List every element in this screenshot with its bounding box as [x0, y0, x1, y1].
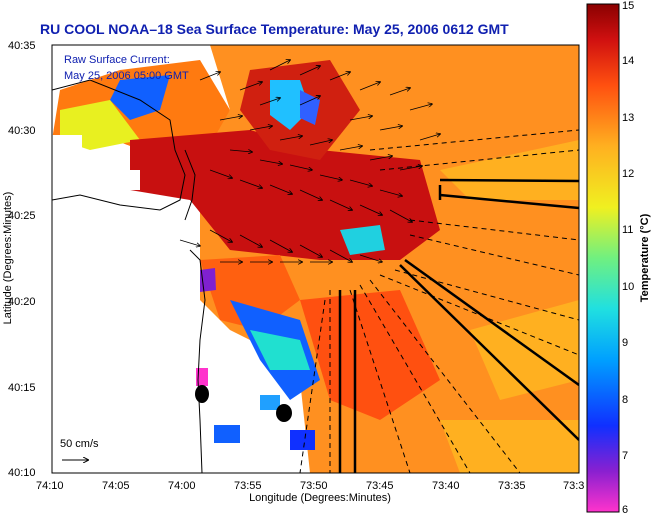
colorbar-label: Temperature (°C)	[639, 213, 651, 303]
y-tick: 40:20	[8, 296, 36, 308]
radial-lines	[299, 129, 579, 473]
x-tick: 74:10	[36, 480, 64, 492]
colorbar-tick: 8	[622, 394, 629, 406]
colorbar-tick: 12	[622, 168, 635, 180]
y-tick: 40:25	[8, 210, 36, 222]
colorbar-tick: 14	[622, 55, 635, 67]
x-tick: 73:40	[432, 480, 460, 492]
x-tick: 74:00	[168, 480, 196, 492]
coastline	[52, 79, 206, 473]
x-tick: 73:50	[300, 480, 328, 492]
colorbar-tick: 11	[622, 224, 634, 236]
x-tick: 73:3	[563, 480, 585, 492]
colorbar-tick: 6	[622, 504, 629, 516]
sst-field	[52, 45, 579, 473]
y-tick: 40:10	[8, 467, 36, 479]
current-vectors	[179, 60, 440, 262]
y-axis-label: Latitude (Degrees:Minutes)	[2, 191, 14, 325]
colorbar	[586, 3, 620, 513]
colorbar-tick: 10	[622, 281, 635, 293]
x-tick: 73:35	[498, 480, 526, 492]
x-tick: 73:55	[234, 480, 262, 492]
scale-label: 50 cm/s	[60, 438, 99, 450]
colorbar-tick: 13	[622, 112, 635, 124]
colorbar-tick: 15	[622, 0, 635, 12]
plot-frame	[51, 44, 580, 474]
y-tick: 40:15	[8, 382, 36, 394]
y-tick: 40:35	[8, 40, 36, 52]
map-title: RU COOL NOAA–18 Sea Surface Temperature:…	[40, 21, 509, 37]
station-marker	[195, 385, 209, 403]
station-marker	[276, 404, 292, 422]
colorbar-tick: 7	[622, 450, 629, 462]
x-tick: 74:05	[102, 480, 130, 492]
x-tick: 73:45	[366, 480, 394, 492]
legend-line-2: May 25, 2006 05:00 GMT	[64, 70, 189, 82]
legend-line-1: Raw Surface Current:	[64, 54, 170, 66]
colorbar-tick: 9	[622, 337, 629, 349]
x-axis-label: Longitude (Degrees:Minutes)	[249, 492, 391, 504]
y-tick: 40:30	[8, 125, 36, 137]
